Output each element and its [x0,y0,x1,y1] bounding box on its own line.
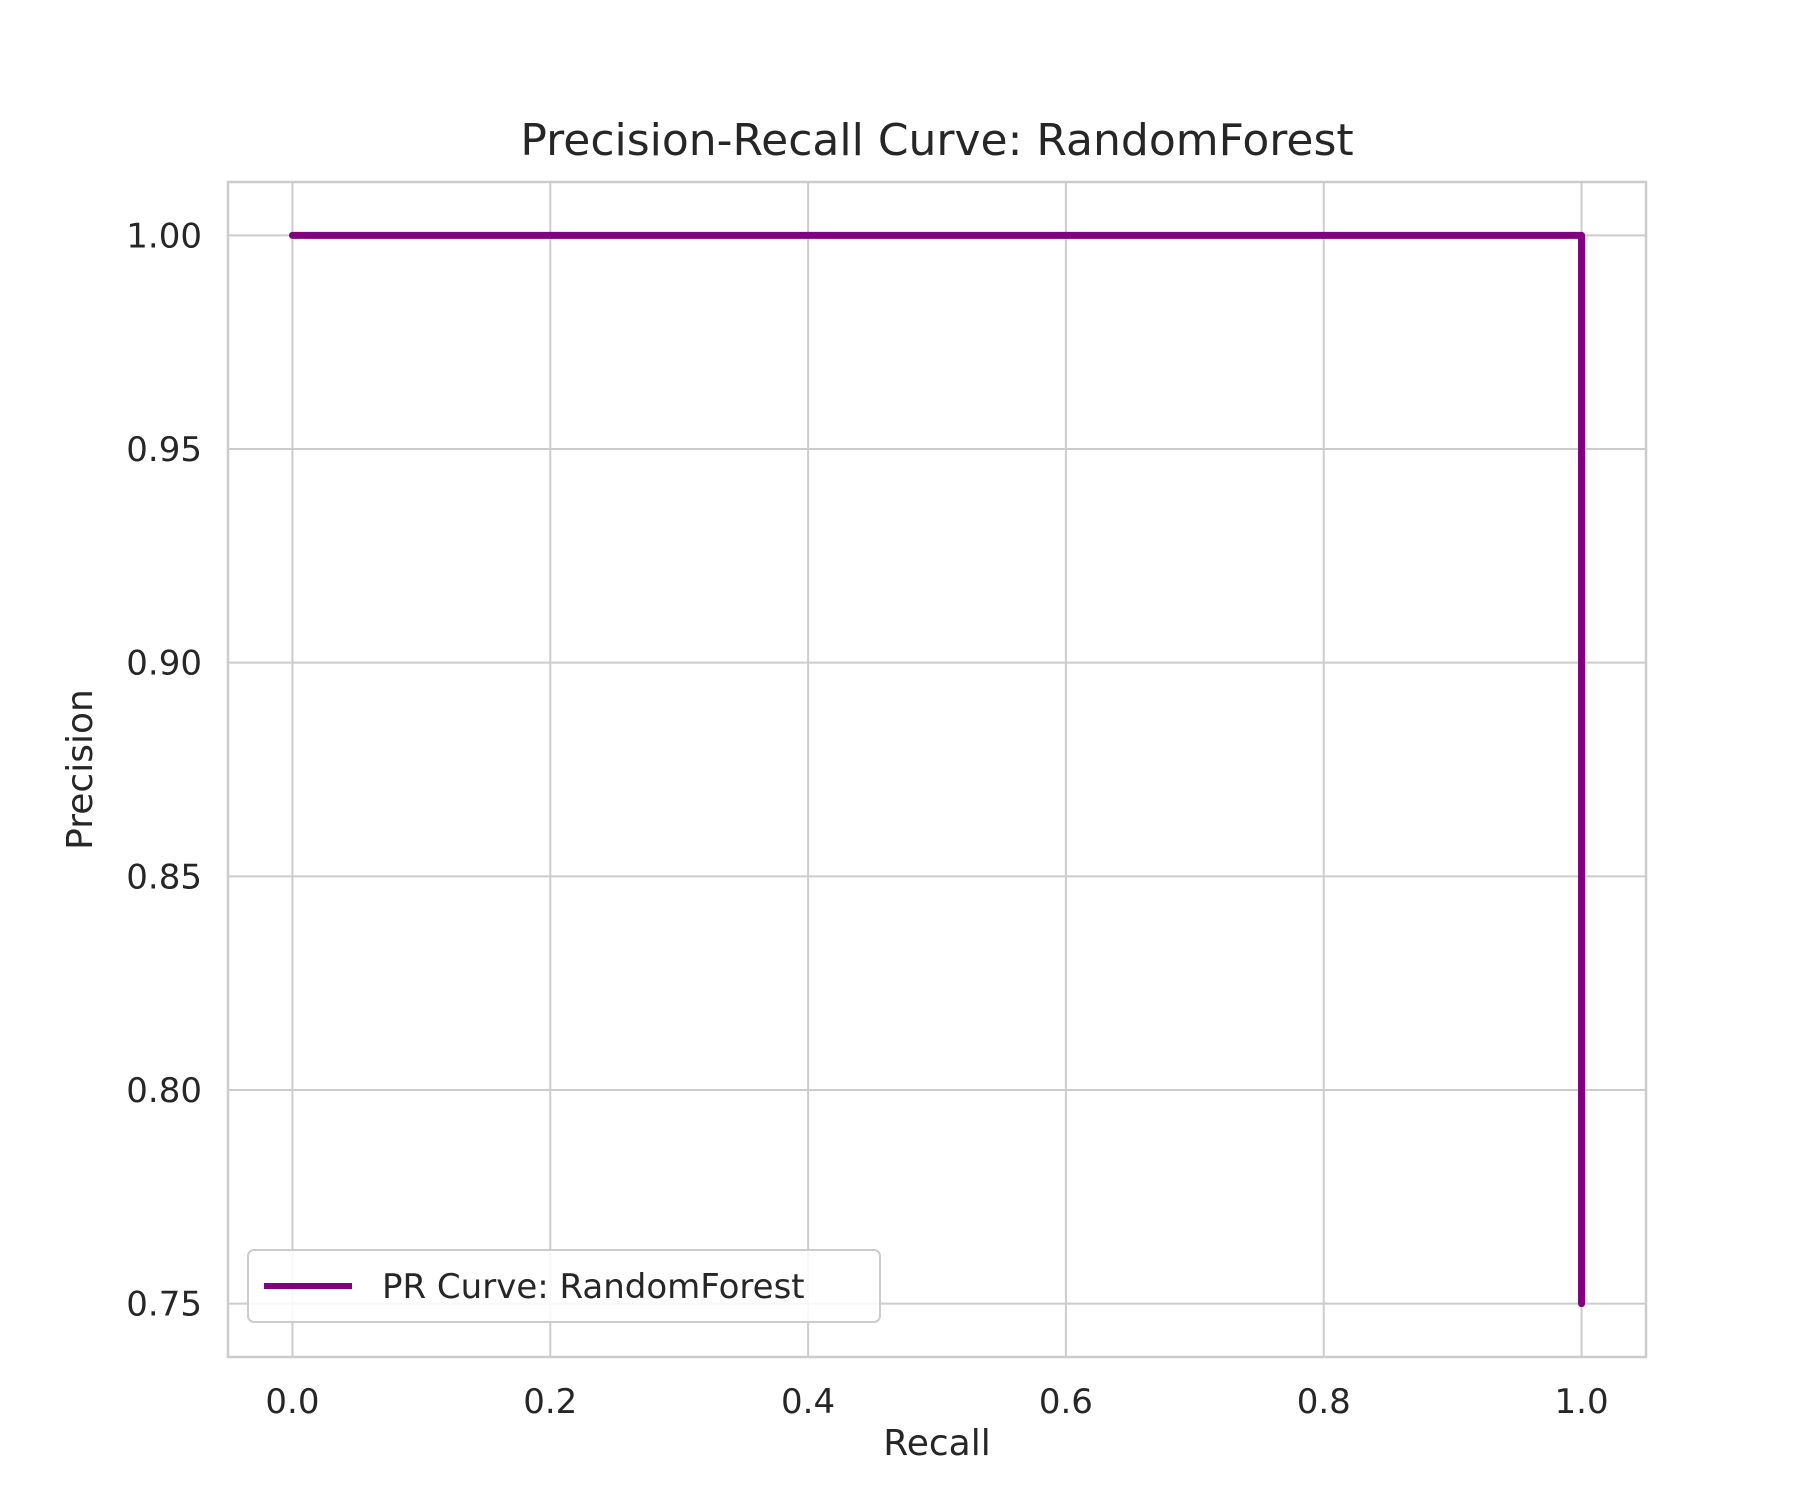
x-tick-label: 0.2 [523,1382,577,1422]
x-tick-label: 0.4 [781,1382,835,1422]
x-axis-label: Recall [883,1423,990,1464]
plot-frame [226,180,1648,1359]
legend: PR Curve: RandomForest [247,1249,881,1323]
y-tick-label: 0.95 [126,430,202,470]
grid-layer [228,182,1646,1357]
x-tick-label: 0.6 [1039,1382,1093,1422]
tick-layer: 0.0 0.2 0.4 0.6 0.8 1.0 0.75 0.80 0.85 0.90 0.95 1.… [126,216,1608,1422]
x-tick-label: 1.0 [1555,1382,1609,1422]
y-tick-label: 0.75 [126,1285,202,1325]
y-tick-label: 1.00 [126,216,202,256]
x-tick-label: 0.0 [265,1382,319,1422]
y-tick-label: 0.80 [126,1071,202,1111]
pr-curve-line [288,231,1586,1308]
y-axis-label: Precision [60,689,101,850]
chart-title: Precision-Recall Curve: RandomForest [520,115,1353,166]
series-layer [288,231,1586,1308]
y-tick-label: 0.90 [126,644,202,684]
y-tick-label: 0.85 [126,857,202,897]
legend-box [247,1249,881,1323]
legend-entry-label: PR Curve: RandomForest [382,1267,805,1307]
x-tick-label: 0.8 [1297,1382,1351,1422]
